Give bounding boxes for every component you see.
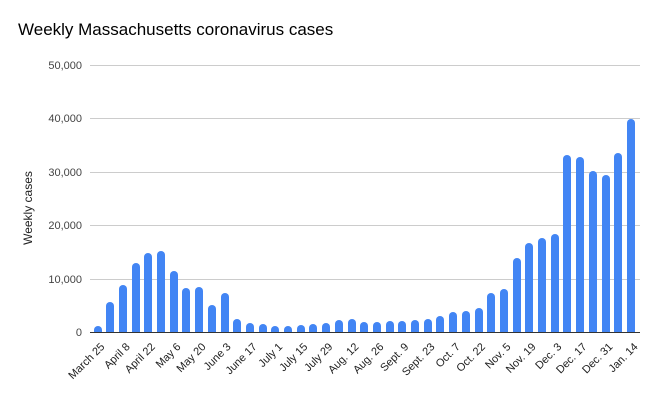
bar xyxy=(538,238,546,333)
gridline xyxy=(90,225,640,227)
bar xyxy=(449,312,458,333)
bar xyxy=(372,322,381,333)
y-tick-label: 30,000 xyxy=(48,166,82,179)
y-tick-label: 10,000 xyxy=(48,273,82,286)
bar xyxy=(195,287,204,333)
y-tick-label: 50,000 xyxy=(48,60,82,72)
chart-title: Weekly Massachusetts coronavirus cases xyxy=(18,20,334,39)
bar xyxy=(385,321,394,333)
gridline xyxy=(90,171,640,173)
gridline xyxy=(90,118,640,120)
bar xyxy=(169,271,178,333)
x-tick-label: March 25 xyxy=(66,341,107,382)
bar xyxy=(271,326,280,333)
bar xyxy=(131,263,140,333)
bar xyxy=(207,305,216,333)
bar xyxy=(118,285,127,333)
bar xyxy=(182,288,191,333)
bar xyxy=(601,175,610,333)
bar xyxy=(474,308,483,333)
bar xyxy=(550,234,559,333)
bar xyxy=(576,157,585,333)
bar xyxy=(220,293,229,333)
bar xyxy=(322,323,331,333)
y-axis-title: Weekly cases xyxy=(21,171,35,245)
bar xyxy=(144,253,153,333)
bar xyxy=(461,311,470,333)
bar xyxy=(334,320,343,333)
bar xyxy=(487,293,496,333)
bar xyxy=(233,319,242,333)
bar xyxy=(512,258,521,333)
y-tick-label: 40,000 xyxy=(48,113,82,126)
bar xyxy=(157,251,165,333)
bar xyxy=(245,323,254,333)
bar xyxy=(347,319,356,333)
y-tick-label: 0 xyxy=(75,327,82,339)
bar xyxy=(296,325,305,333)
x-axis-baseline xyxy=(90,332,640,333)
gridline xyxy=(90,65,640,66)
bar xyxy=(563,155,572,333)
bar xyxy=(436,316,445,333)
bar xyxy=(398,321,407,333)
bar xyxy=(588,171,597,333)
bar xyxy=(258,324,267,333)
bar xyxy=(93,326,102,333)
gridline xyxy=(90,278,640,280)
bar xyxy=(525,243,534,333)
bar xyxy=(411,320,419,333)
plot-area: 0 10,000 20,000 30,000 40,000 50,000 March 25 A… xyxy=(48,60,640,382)
bar xyxy=(309,324,318,333)
bar xyxy=(614,153,623,333)
bar xyxy=(626,119,635,333)
bar xyxy=(284,326,292,333)
bar xyxy=(106,302,115,333)
bar xyxy=(423,319,432,333)
bar xyxy=(360,322,369,333)
bar xyxy=(499,289,508,333)
y-tick-label: 20,000 xyxy=(48,220,82,233)
